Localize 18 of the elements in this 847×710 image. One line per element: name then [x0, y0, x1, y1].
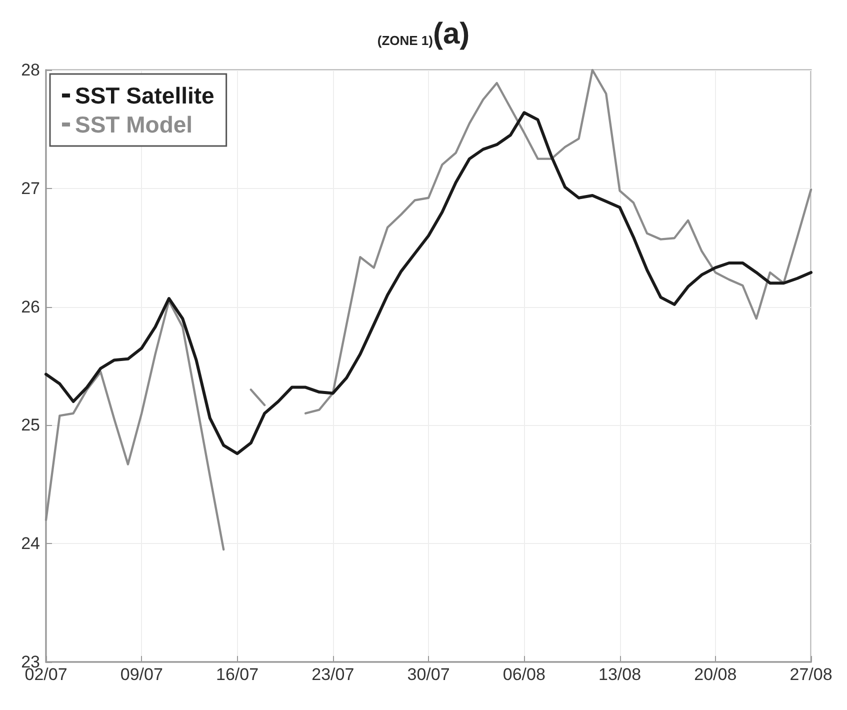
y-tick-label: 25 [21, 416, 40, 435]
x-tick-label: 16/07 [216, 665, 259, 684]
x-tick-label: 30/07 [407, 665, 450, 684]
x-tick-label: 23/07 [312, 665, 354, 684]
y-tick-label: 24 [21, 534, 40, 554]
y-tick-label: 28 [21, 60, 40, 80]
legend-label: SST Satellite [75, 82, 214, 108]
x-tick-label: 27/08 [790, 665, 832, 684]
line-series [44, 111, 812, 456]
y-tick-label: 26 [21, 297, 40, 316]
legend-label: SST Model [75, 112, 193, 138]
y-tick-label: 27 [21, 178, 40, 198]
chart-subtitle: (a) [432, 18, 470, 50]
x-tick-label: 09/07 [120, 665, 163, 684]
x-tick-label: 06/08 [502, 665, 546, 684]
x-tick-label: 13/08 [598, 665, 642, 684]
x-tick-label: 20/08 [694, 665, 737, 684]
chart-title: (ZONE 1) [377, 33, 433, 48]
